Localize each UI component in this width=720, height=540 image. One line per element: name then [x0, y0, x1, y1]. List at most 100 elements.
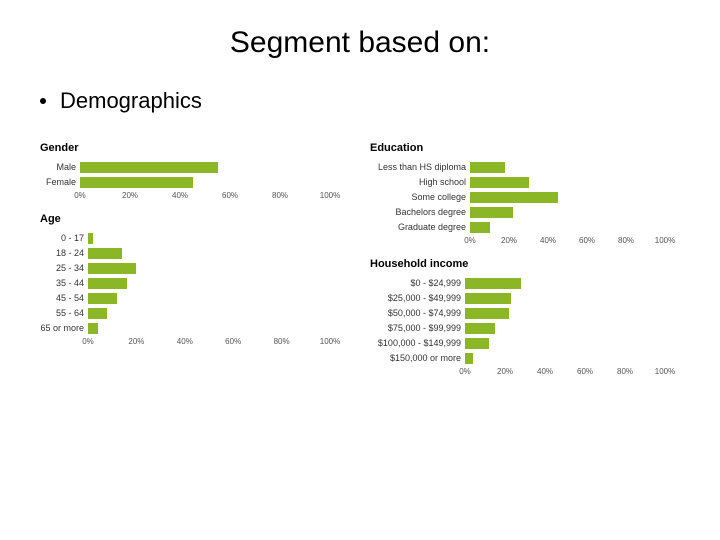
bar-track — [88, 278, 330, 289]
chart-title: Household income — [370, 258, 680, 270]
bar-label: $75,000 - $99,999 — [370, 323, 465, 333]
axis-tick-label: 80% — [274, 337, 290, 346]
chart-axis: 0% 20% 40% 60% 80% 100% — [40, 337, 350, 347]
bullet-dot-icon — [40, 98, 46, 104]
bar-row: 25 - 34 — [40, 261, 350, 275]
bar-track — [88, 233, 330, 244]
axis-ticks: 0%20%40%60%80%100% — [88, 337, 330, 347]
axis-tick-label: 80% — [617, 367, 633, 376]
axis-spacer — [370, 236, 470, 246]
bar-fill — [465, 338, 489, 349]
bar-fill — [80, 177, 193, 188]
bar-fill — [465, 308, 509, 319]
bar-row: Male — [40, 160, 350, 174]
bar-row: Female — [40, 175, 350, 189]
bar-track — [470, 177, 665, 188]
bar-label: Female — [40, 177, 80, 187]
axis-tick-label: 20% — [501, 236, 517, 245]
bar-fill — [88, 248, 122, 259]
bar-track — [88, 308, 330, 319]
bar-label: $50,000 - $74,999 — [370, 308, 465, 318]
bar-label: 18 - 24 — [40, 248, 88, 258]
bar-track — [465, 293, 665, 304]
bar-fill — [88, 278, 127, 289]
axis-tick-label: 20% — [128, 337, 144, 346]
bar-fill — [88, 308, 107, 319]
bar-label: $0 - $24,999 — [370, 278, 465, 288]
bar-row: 0 - 17 — [40, 231, 350, 245]
bar-fill — [470, 177, 529, 188]
bar-row: Some college — [370, 190, 680, 204]
axis-tick-label: 80% — [272, 191, 288, 200]
axis-tick-label: 100% — [655, 367, 675, 376]
axis-tick-label: 60% — [579, 236, 595, 245]
axis-tick-label: 0% — [464, 236, 476, 245]
axis-tick-label: 60% — [222, 191, 238, 200]
bar-row: $100,000 - $149,999 — [370, 336, 680, 350]
bar-label: 35 - 44 — [40, 278, 88, 288]
bar-track — [465, 323, 665, 334]
bar-fill — [465, 353, 473, 364]
chart-bars: $0 - $24,999 $25,000 - $49,999 $50,000 - $… — [370, 276, 680, 365]
bar-row: $50,000 - $74,999 — [370, 306, 680, 320]
bar-row: Graduate degree — [370, 220, 680, 234]
bar-fill — [88, 293, 117, 304]
charts-container: Gender Male Female 0% 20% 40% 60% 80% 100% Age… — [30, 142, 690, 389]
bar-fill — [470, 162, 505, 173]
axis-tick-label: 0% — [74, 191, 86, 200]
bar-track — [88, 293, 330, 304]
bar-fill — [470, 207, 513, 218]
bar-label: 25 - 34 — [40, 263, 88, 273]
chart-title: Age — [40, 213, 350, 225]
bar-label: 45 - 54 — [40, 293, 88, 303]
chart-bars: Less than HS diplomaHigh schoolSome coll… — [370, 160, 680, 234]
chart-title: Gender — [40, 142, 350, 154]
bar-label: Graduate degree — [370, 222, 470, 232]
axis-tick-label: 0% — [459, 367, 471, 376]
chart-bars: Male Female — [40, 160, 350, 189]
bar-fill — [465, 293, 511, 304]
bar-track — [470, 222, 665, 233]
axis-tick-label: 60% — [225, 337, 241, 346]
bar-fill — [470, 192, 558, 203]
income-chart: Household income $0 - $24,999 $25,000 - $… — [370, 258, 680, 377]
bar-row: 55 - 64 — [40, 306, 350, 320]
bar-track — [88, 248, 330, 259]
bar-label: $25,000 - $49,999 — [370, 293, 465, 303]
bar-label: $100,000 - $149,999 — [370, 338, 465, 348]
axis-ticks: 0%20%40%60%80%100% — [80, 191, 330, 201]
bar-row: $75,000 - $99,999 — [370, 321, 680, 335]
bar-fill — [80, 162, 218, 173]
gender-chart: Gender MaleFemale 0%20%40%60%80%100% — [40, 142, 350, 201]
axis-ticks: 0%20%40%60%80%100% — [470, 236, 665, 246]
bar-row: 18 - 24 — [40, 246, 350, 260]
bar-label: Less than HS diploma — [370, 162, 470, 172]
bar-label: 65 or more — [40, 323, 88, 333]
bar-track — [88, 263, 330, 274]
axis-spacer — [40, 337, 88, 347]
axis-tick-label: 40% — [177, 337, 193, 346]
axis-spacer — [370, 367, 465, 377]
bullet-text: Demographics — [60, 88, 202, 114]
bar-track — [465, 308, 665, 319]
axis-tick-label: 40% — [172, 191, 188, 200]
bar-fill — [88, 323, 98, 334]
education-chart: Education Less than HS diplomaHigh schoo… — [370, 142, 680, 246]
chart-axis: 0%20%40%60%80%100% — [370, 367, 680, 377]
bar-fill — [470, 222, 490, 233]
bar-row: $150,000 or more — [370, 351, 680, 365]
bar-row: $0 - $24,999 — [370, 276, 680, 290]
axis-tick-label: 0% — [82, 337, 94, 346]
bar-track — [88, 323, 330, 334]
axis-tick-label: 100% — [320, 191, 340, 200]
bar-track — [465, 353, 665, 364]
slide: Segment based on: Demographics Gender Ma… — [0, 0, 720, 540]
axis-tick-label: 100% — [320, 337, 340, 346]
chart-title: Education — [370, 142, 680, 154]
bar-fill — [465, 278, 521, 289]
bar-row: 65 or more — [40, 321, 350, 335]
axis-tick-label: 60% — [577, 367, 593, 376]
chart-axis: 0%20%40%60%80%100% — [370, 236, 680, 246]
axis-tick-label: 100% — [655, 236, 675, 245]
bar-fill — [88, 233, 93, 244]
